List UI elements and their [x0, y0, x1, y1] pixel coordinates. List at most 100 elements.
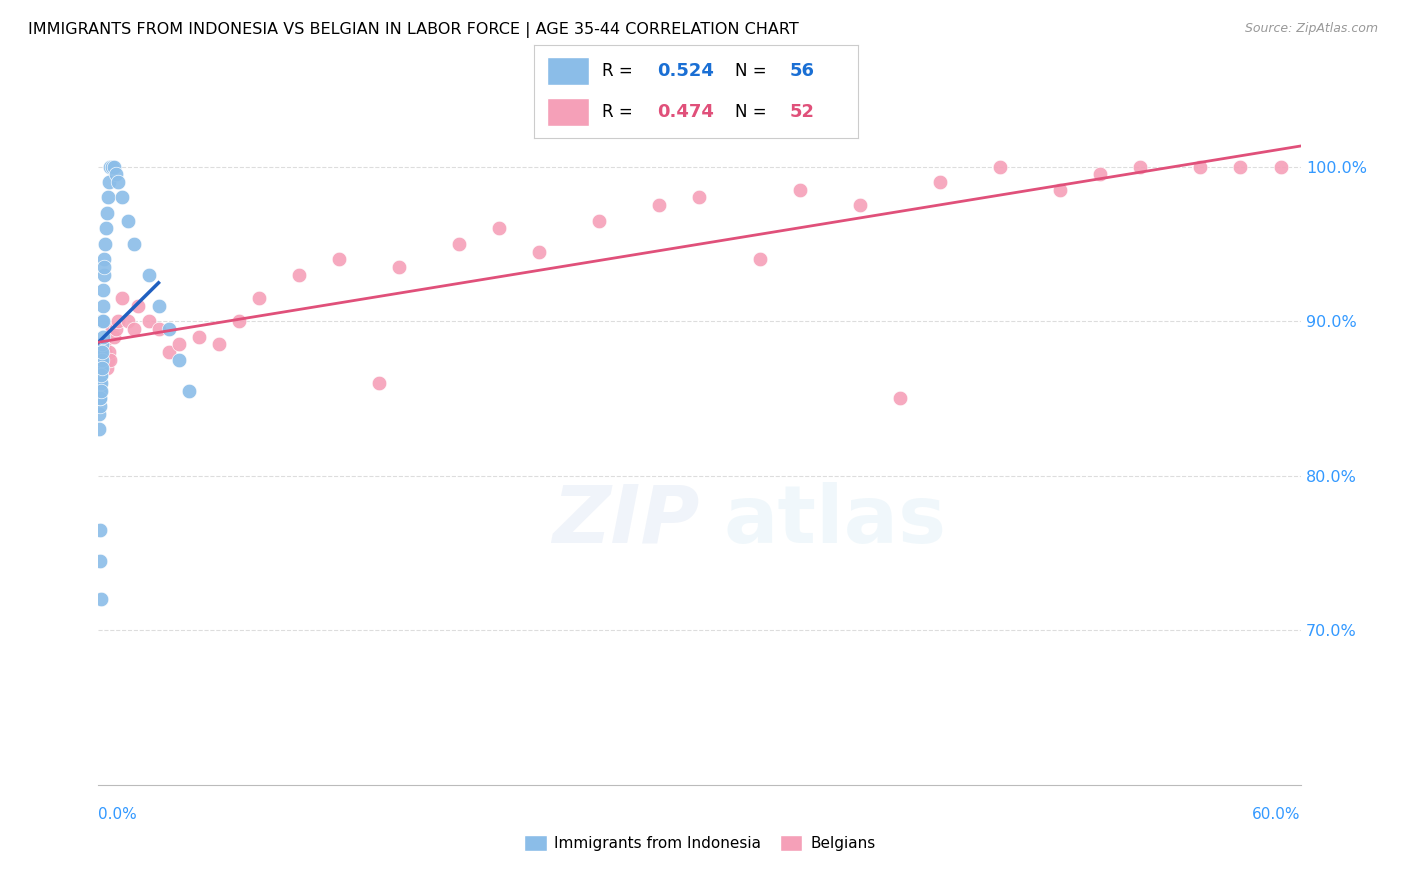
Point: [117, 314, 139, 328]
Point: [107, 175, 129, 189]
Text: IMMIGRANTS FROM INDONESIA VS BELGIAN IN LABOR FORCE | AGE 35-44 CORRELATION CHAR: IMMIGRANTS FROM INDONESIA VS BELGIAN IN …: [28, 22, 799, 38]
Point: [208, 337, 231, 351]
Text: ZIP: ZIP: [553, 482, 700, 559]
Point: [89, 345, 111, 359]
Point: [89, 384, 111, 398]
Point: [929, 175, 952, 189]
Point: [889, 392, 911, 406]
Text: 0.524: 0.524: [657, 62, 714, 79]
Point: [1189, 160, 1212, 174]
Point: [105, 167, 128, 181]
Text: Source: ZipAtlas.com: Source: ZipAtlas.com: [1244, 22, 1378, 36]
Point: [96, 221, 118, 235]
Point: [849, 198, 872, 212]
Text: 60.0%: 60.0%: [1253, 807, 1301, 822]
Point: [89, 407, 111, 421]
Point: [91, 360, 114, 375]
Point: [91, 299, 114, 313]
Point: [488, 221, 510, 235]
Point: [177, 384, 200, 398]
Bar: [547, 57, 589, 85]
Point: [103, 160, 125, 174]
Point: [93, 283, 115, 297]
Point: [689, 190, 711, 204]
Text: R =: R =: [602, 103, 638, 121]
Point: [90, 337, 112, 351]
Point: [447, 236, 470, 251]
Point: [988, 160, 1011, 174]
Point: [91, 345, 114, 359]
Point: [89, 554, 111, 568]
Point: [89, 352, 111, 367]
Point: [93, 360, 115, 375]
Point: [648, 198, 671, 212]
Point: [89, 345, 111, 359]
Point: [89, 523, 111, 537]
Point: [94, 345, 117, 359]
Point: [101, 322, 124, 336]
Point: [89, 392, 111, 406]
Point: [90, 352, 112, 367]
Text: N =: N =: [735, 103, 772, 121]
Point: [124, 236, 146, 251]
Point: [90, 384, 112, 398]
Point: [138, 268, 160, 282]
Point: [93, 252, 115, 267]
Point: [89, 392, 111, 406]
Point: [91, 329, 114, 343]
Text: 0.0%: 0.0%: [98, 807, 138, 822]
Point: [89, 360, 111, 375]
Point: [157, 345, 180, 359]
Text: atlas: atlas: [724, 482, 946, 559]
Point: [111, 190, 134, 204]
Point: [1229, 160, 1251, 174]
Point: [247, 291, 270, 305]
Point: [111, 291, 134, 305]
Point: [789, 183, 811, 197]
Point: [1088, 167, 1111, 181]
Point: [91, 352, 114, 367]
Point: [89, 360, 111, 375]
Point: [93, 337, 115, 351]
Point: [328, 252, 350, 267]
Point: [96, 206, 118, 220]
Point: [90, 368, 112, 383]
Point: [148, 299, 170, 313]
Point: [89, 422, 111, 436]
Point: [138, 314, 160, 328]
Point: [93, 268, 115, 282]
Point: [148, 322, 170, 336]
Point: [588, 213, 610, 227]
Point: [93, 314, 115, 328]
Text: N =: N =: [735, 62, 772, 79]
Point: [187, 329, 209, 343]
Point: [167, 337, 190, 351]
Point: [89, 376, 111, 390]
Text: 0.474: 0.474: [657, 103, 714, 121]
Point: [89, 376, 111, 390]
Text: R =: R =: [602, 62, 638, 79]
Point: [90, 376, 112, 390]
Point: [98, 345, 121, 359]
Point: [89, 399, 111, 413]
Point: [388, 260, 411, 274]
Point: [124, 322, 146, 336]
Point: [89, 392, 111, 406]
Point: [117, 213, 139, 227]
Point: [1129, 160, 1152, 174]
Text: 56: 56: [790, 62, 814, 79]
Point: [1270, 160, 1292, 174]
Point: [90, 592, 112, 607]
Point: [157, 322, 180, 336]
Point: [100, 352, 122, 367]
Point: [90, 352, 112, 367]
Point: [89, 376, 111, 390]
Point: [100, 160, 122, 174]
Point: [748, 252, 770, 267]
Point: [91, 345, 114, 359]
Point: [90, 345, 112, 359]
Point: [90, 337, 112, 351]
Point: [97, 352, 120, 367]
Legend: Immigrants from Indonesia, Belgians: Immigrants from Indonesia, Belgians: [517, 830, 882, 857]
Point: [1049, 183, 1071, 197]
